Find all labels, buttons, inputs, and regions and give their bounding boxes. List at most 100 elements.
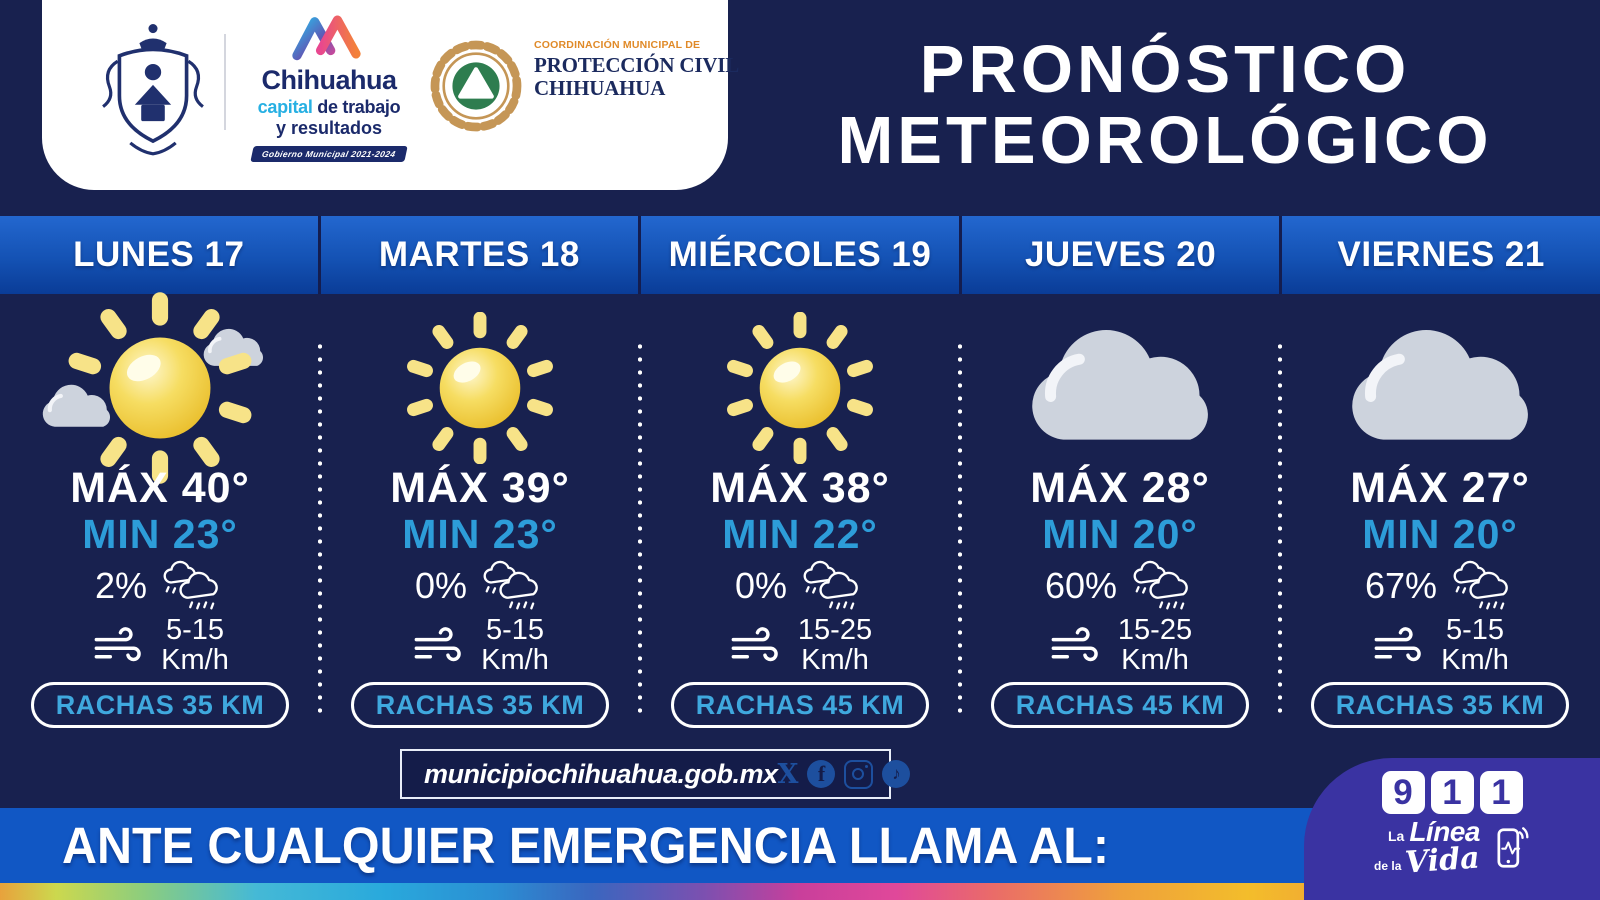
max-temperature: MÁX 40°: [70, 464, 250, 512]
page-title-line1: PRONÓSTICO: [919, 32, 1411, 107]
day-header-viernes: VIERNES 21: [1279, 216, 1600, 294]
wind-speed: 5-15 Km/h: [1441, 613, 1509, 676]
wind-speed: 5-15 Km/h: [481, 613, 549, 676]
coordinacion-label: COORDINACIÓN MUNICIPAL DE: [534, 39, 701, 51]
precipitation-row: 67%: [1365, 558, 1515, 614]
proteccion-civil-line1: PROTECCIÓN CIVIL: [534, 52, 740, 77]
forecast-column: MÁX 40° MIN 23° 2% 5-15 Km/h RACHAS 35 K…: [0, 294, 320, 750]
wind-icon: [414, 627, 461, 662]
max-temperature: MÁX 27°: [1350, 464, 1530, 512]
precipitation-value: 67%: [1364, 565, 1438, 606]
chihuahua-tagline-2: y resultados: [275, 118, 383, 138]
wind-row: 5-15 Km/h: [1371, 613, 1509, 676]
min-temperature: MIN 23°: [82, 511, 238, 557]
logo-panel: Chihuahua capital de trabajo y resultado…: [42, 0, 739, 190]
tiktok-icon[interactable]: ♪: [882, 760, 911, 788]
weather-icon-wrap: [1330, 312, 1550, 464]
chihuahua-city-logo: Chihuahua capital de trabajo y resultado…: [240, 10, 418, 162]
logo-divider: [224, 34, 226, 130]
wind-row: 5-15 Km/h: [411, 613, 549, 676]
min-temperature: MIN 23°: [402, 511, 558, 557]
911-panel: 9 1 1 La Línea de laVida: [1304, 758, 1600, 900]
sun-icon: [404, 312, 556, 464]
social-icons: X f ♪: [778, 759, 911, 790]
website-link[interactable]: municipiochihuahua.gob.mx: [424, 758, 778, 789]
precipitation-row: 0%: [735, 558, 865, 614]
precipitation-value: 0%: [734, 565, 788, 606]
weather-icon-wrap: [35, 312, 285, 464]
phone-icon: [1497, 827, 1529, 868]
day-header-band: LUNES 17 MARTES 18 MIÉRCOLES 19 JUEVES 2…: [0, 216, 1600, 294]
weather-icon-wrap: [404, 312, 556, 464]
cloud-icon: [1330, 316, 1550, 460]
max-temperature: MÁX 39°: [390, 464, 570, 512]
page-title-line2: METEOROLÓGICO: [837, 103, 1493, 179]
rain-icon: [1133, 560, 1188, 610]
proteccion-civil-line2: CHIHUAHUA: [534, 75, 666, 100]
day-header-martes: MARTES 18: [317, 216, 639, 294]
gusts-badge: RACHAS 45 KM: [671, 682, 929, 728]
wind-icon: [1051, 627, 1098, 662]
instagram-icon[interactable]: [844, 759, 874, 789]
dotted-separator: [958, 340, 962, 718]
chihuahua-wordmark: Chihuahua: [261, 65, 398, 95]
proteccion-civil-text: COORDINACIÓN MUNICIPAL DE PROTECCIÓN CIV…: [534, 39, 744, 100]
min-temperature: MIN 20°: [1042, 511, 1198, 557]
rainbow-strip: [0, 883, 1600, 900]
forecast-grid: MÁX 40° MIN 23° 2% 5-15 Km/h RACHAS 35 K…: [0, 294, 1600, 750]
rain-icon: [803, 560, 858, 610]
rain-icon: [483, 560, 538, 610]
proteccion-civil-emblem-icon: [430, 40, 522, 132]
forecast-column: MÁX 38° MIN 22° 0% 15-25 Km/h RACHAS 45 …: [640, 294, 960, 750]
min-temperature: MIN 20°: [1362, 511, 1518, 557]
wind-row: 15-25 Km/h: [728, 613, 873, 676]
gusts-badge: RACHAS 35 KM: [1311, 682, 1569, 728]
wind-speed: 5-15 Km/h: [161, 613, 229, 676]
rain-icon: [1453, 560, 1508, 610]
precipitation-value: 60%: [1044, 565, 1118, 606]
wind-speed: 15-25 Km/h: [1117, 613, 1193, 676]
sun-icon: [724, 312, 876, 464]
digit-box: 1: [1430, 771, 1474, 814]
weather-icon-wrap: [724, 312, 876, 464]
gusts-badge: RACHAS 35 KM: [31, 682, 289, 728]
day-header-lunes: LUNES 17: [73, 235, 245, 274]
max-temperature: MÁX 28°: [1030, 464, 1210, 512]
cloud-icon: [1010, 316, 1230, 460]
gobierno-municipal-badge: Gobierno Municipal 2021-2024: [250, 146, 408, 162]
forecast-column: MÁX 39° MIN 23° 0% 5-15 Km/h RACHAS 35 K…: [320, 294, 640, 750]
wind-row: 5-15 Km/h: [91, 613, 229, 676]
precipitation-row: 60%: [1045, 558, 1195, 614]
weather-icon-wrap: [1010, 312, 1230, 464]
rain-icon: [163, 560, 218, 610]
day-header-jueves: JUEVES 20: [958, 216, 1280, 294]
website-bar: municipiochihuahua.gob.mx X f ♪: [400, 749, 911, 799]
chihuahua-coat-of-arms-icon: [102, 24, 204, 156]
precipitation-value: 2%: [94, 565, 148, 606]
precipitation-value: 0%: [414, 565, 468, 606]
page-title: PRONÓSTICO METEOROLÓGICO: [755, 34, 1575, 176]
precipitation-row: 0%: [415, 558, 545, 614]
precipitation-row: 2%: [95, 558, 225, 614]
dotted-separator: [638, 340, 642, 718]
forecast-column: MÁX 27° MIN 20° 67% 5-15 Km/h RACHAS 35 …: [1280, 294, 1600, 750]
911-digits: 9 1 1: [1381, 771, 1523, 814]
dotted-separator: [318, 340, 322, 718]
facebook-icon[interactable]: f: [807, 760, 836, 788]
x-icon[interactable]: X: [777, 758, 799, 790]
wind-icon: [94, 627, 141, 662]
max-temperature: MÁX 38°: [710, 464, 890, 512]
wind-row: 15-25 Km/h: [1048, 613, 1193, 676]
wind-speed: 15-25 Km/h: [797, 613, 873, 676]
digit-box: 1: [1479, 771, 1523, 814]
gusts-badge: RACHAS 35 KM: [351, 682, 609, 728]
chihuahua-tagline: capital de trabajo: [257, 97, 401, 117]
dotted-separator: [1278, 340, 1282, 718]
chihuahua-m-icon: [292, 15, 361, 61]
linea-de-la-vida: La Línea de laVida: [1374, 818, 1530, 881]
forecast-column: MÁX 28° MIN 20° 60% 15-25 Km/h RACHAS 45…: [960, 294, 1280, 750]
min-temperature: MIN 22°: [722, 511, 878, 557]
gusts-badge: RACHAS 45 KM: [991, 682, 1249, 728]
digit-box: 9: [1381, 771, 1425, 814]
